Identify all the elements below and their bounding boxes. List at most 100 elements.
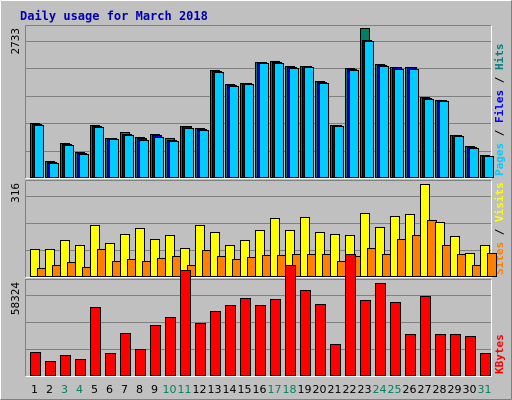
x-tick-label: 31 <box>478 383 492 396</box>
y-axis-max-label: 316 <box>9 183 22 203</box>
bar-kbytes <box>90 307 101 376</box>
x-tick-label: 19 <box>298 383 312 396</box>
x-tick-label: 28 <box>433 383 447 396</box>
chart-title: Daily usage for March 2018 <box>20 9 208 23</box>
bar-visits <box>210 232 220 277</box>
bar-pages <box>124 135 134 178</box>
bar-visits <box>105 243 115 277</box>
x-tick-label: 15 <box>238 383 252 396</box>
x-tick-label: 16 <box>253 383 267 396</box>
bar-pages <box>334 126 344 178</box>
bar-kbytes <box>255 305 266 376</box>
bar-visits <box>30 249 40 277</box>
panel-kbytes: 58324 KBytes <box>9 254 506 377</box>
bar-kbytes <box>30 352 41 376</box>
bar-kbytes <box>360 300 371 376</box>
x-tick-label: 12 <box>193 383 207 396</box>
x-tick-label: 27 <box>418 383 432 396</box>
bar-kbytes <box>150 325 161 376</box>
x-tick-label: 9 <box>151 383 158 396</box>
legend-text: / <box>493 222 506 242</box>
series-legend: Pages / Files / Hits <box>493 44 506 177</box>
bar-pages <box>289 68 299 178</box>
bar-kbytes <box>300 290 311 376</box>
x-tick-label: 3 <box>61 383 68 396</box>
bar-visits <box>330 234 340 277</box>
x-tick-label: 10 <box>163 383 177 396</box>
bar-kbytes <box>405 334 416 376</box>
bar-visits <box>45 249 55 277</box>
bar-sites <box>487 253 497 277</box>
bar-pages <box>439 101 449 178</box>
x-tick-label: 21 <box>328 383 342 396</box>
legend-text: Visits <box>493 182 506 222</box>
x-tick-label: 29 <box>448 383 462 396</box>
bar-kbytes <box>135 349 146 376</box>
x-tick-label: 8 <box>136 383 143 396</box>
bar-pages <box>469 148 479 178</box>
x-tick-label: 20 <box>313 383 327 396</box>
bar-kbytes <box>75 359 86 376</box>
bar-kbytes <box>195 323 206 376</box>
bar-kbytes <box>180 270 191 376</box>
bar-kbytes <box>435 334 446 376</box>
bar-pages <box>484 156 494 178</box>
bar-kbytes <box>120 333 131 376</box>
x-tick-label: 4 <box>76 383 83 396</box>
bar-visits <box>255 230 265 277</box>
x-tick-label: 26 <box>403 383 417 396</box>
bar-pages <box>229 86 239 178</box>
x-tick-label: 11 <box>178 383 192 396</box>
bar-visits <box>135 228 145 277</box>
bar-kbytes <box>45 361 56 376</box>
y-axis-max-label: 58324 <box>9 282 22 315</box>
bar-kbytes <box>165 317 176 376</box>
x-tick-label: 13 <box>208 383 222 396</box>
x-tick-label: 17 <box>268 383 282 396</box>
bar-pages <box>199 130 209 178</box>
bar-pages <box>364 41 374 178</box>
x-axis-labels: 1 2 3 4 5 6 7 8 9 10 11 12 13 14 15 16 17 18 19 20 21 22 23 24 2… <box>31 383 492 396</box>
bar-kbytes <box>480 353 491 376</box>
bar-pages <box>64 145 74 178</box>
bar-pages <box>349 70 359 178</box>
panel-hits_files_pages: 2733 Pages / Files / Hits <box>9 25 506 179</box>
bar-kbytes <box>240 298 251 376</box>
bar-kbytes <box>105 353 116 376</box>
x-tick-label: 14 <box>223 383 237 396</box>
bar-pages <box>169 141 179 178</box>
bar-pages <box>274 63 284 178</box>
bar-kbytes <box>60 355 71 376</box>
bar-visits <box>270 218 280 277</box>
bar-kbytes <box>225 305 236 376</box>
bar-pages <box>304 67 314 178</box>
x-tick-label: 7 <box>121 383 128 396</box>
bar-kbytes <box>375 283 386 376</box>
bar-kbytes <box>420 296 431 376</box>
bar-kbytes <box>330 344 341 376</box>
bar-pages <box>109 139 119 178</box>
bar-pages <box>424 99 434 178</box>
bar-kbytes <box>465 336 476 376</box>
legend-text: / <box>493 123 506 143</box>
legend-text: / <box>493 70 506 90</box>
bar-pages <box>379 66 389 178</box>
bar-visits <box>75 245 85 277</box>
bar-kbytes <box>285 265 296 376</box>
bar-visits <box>60 240 70 277</box>
x-tick-label: 6 <box>106 383 113 396</box>
series-legend: KBytes <box>493 334 506 374</box>
legend-text: Pages <box>493 143 506 176</box>
bar-pages <box>259 63 269 178</box>
bar-pages <box>184 128 194 178</box>
legend-text: KBytes <box>493 334 506 374</box>
bar-visits <box>375 227 385 277</box>
x-tick-label: 1 <box>31 383 38 396</box>
bar-pages <box>139 140 149 178</box>
bar-kbytes <box>210 311 221 376</box>
bar-kbytes <box>345 254 356 376</box>
bar-visits <box>300 217 310 277</box>
x-tick-label: 22 <box>343 383 357 396</box>
